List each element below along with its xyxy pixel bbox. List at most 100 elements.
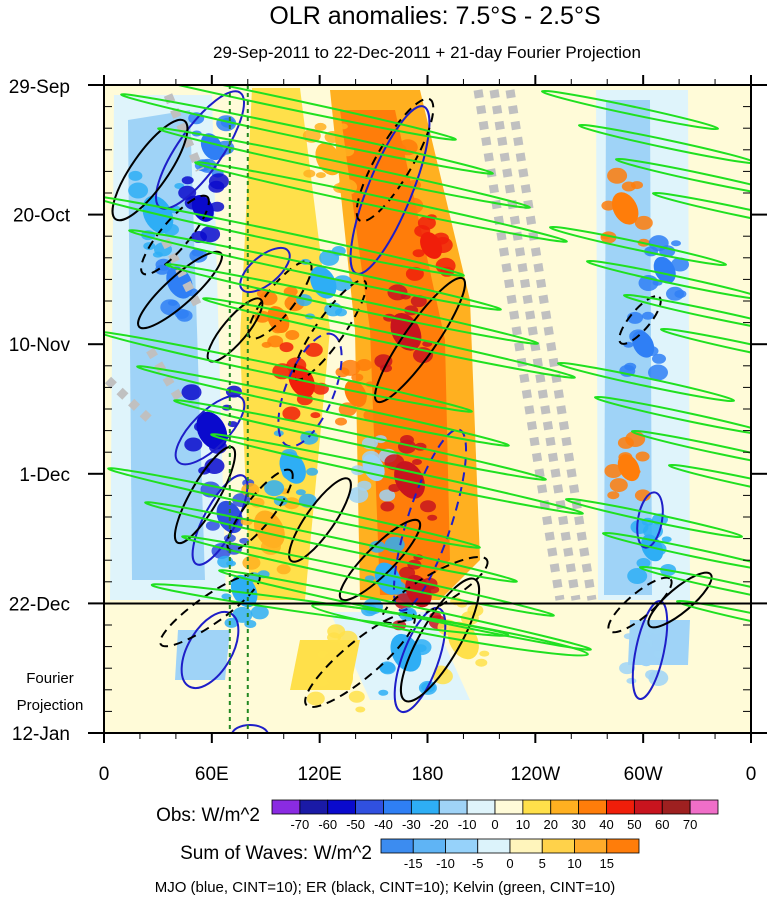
obs-colorbar-swatch [410, 799, 440, 815]
obs-anomaly-cell [303, 169, 316, 178]
obs-anomaly-cell [607, 491, 620, 500]
y-tick-label: 20-Oct [13, 206, 71, 227]
obs-anomaly-cell [208, 173, 229, 190]
obs-colorbar-swatch [383, 799, 412, 815]
obs-anomaly-cell [348, 487, 369, 503]
x-tick-label: 60W [624, 764, 663, 785]
obs-anomaly-cell [128, 170, 143, 181]
er-contour [607, 576, 673, 634]
obs-anomaly-cell [335, 417, 347, 426]
x-tick-label: 120W [511, 764, 561, 785]
obs-anomaly-cell [479, 650, 490, 657]
obs-colorbar-tick-label: 70 [683, 817, 697, 832]
kelvin-contour [104, 85, 457, 141]
obs-anomaly-cell [264, 480, 285, 497]
obs-anomaly-band [600, 167, 653, 247]
obs-anomaly-cell [475, 658, 488, 667]
obs-anomaly-cell [379, 661, 396, 674]
obs-anomaly-cell [337, 179, 358, 196]
obs-anomaly-cell [420, 500, 436, 513]
obs-anomaly-cell [417, 215, 436, 230]
obs-colorbar-swatch [661, 799, 691, 815]
obs-colorbar-swatch [299, 799, 329, 815]
obs-anomaly-cell [623, 633, 634, 640]
obs-anomaly-cell [627, 568, 648, 584]
obs-colorbar-tick-label: -50 [346, 817, 365, 832]
y-tick-label: 1-Dec [19, 465, 70, 486]
kelvin-contour [181, 535, 555, 617]
kelvin-contour [564, 497, 744, 539]
obs-colorbar-tick-label: 60 [655, 817, 669, 832]
waves-colorbar-swatch [574, 838, 608, 854]
waves-colorbar-swatch [380, 838, 414, 854]
er-contour [355, 97, 435, 223]
kelvin-contour [675, 599, 751, 641]
waves-colorbar-label: Sum of Waves: W/m^2 [180, 843, 372, 864]
obs-anomaly-cell [306, 467, 319, 476]
obs-anomaly-cell [285, 330, 300, 340]
obs-anomaly-band [217, 555, 270, 628]
kelvin-contour [585, 259, 751, 301]
y-tick-label: 12-Jan [12, 724, 70, 745]
obs-anomaly-core [617, 454, 640, 482]
obs-anomaly-cell [181, 176, 194, 185]
obs-anomaly-cell [250, 605, 269, 620]
obs-anomaly-cell [176, 309, 193, 322]
kelvin-contour [136, 365, 510, 447]
kelvin-contour [120, 93, 494, 175]
obs-anomaly-band [335, 359, 380, 426]
waves-colorbar-swatch [541, 838, 575, 854]
obs-colorbar-swatch [494, 799, 524, 815]
y-tick-label: 22-Dec [9, 594, 70, 615]
obs-anomaly-cell [239, 537, 250, 544]
kelvin-contour [104, 331, 473, 413]
mjo-contour [231, 724, 269, 733]
obs-anomaly-core [196, 411, 228, 450]
obs-anomaly-cell [626, 677, 637, 684]
obs-anomaly-cell [356, 359, 373, 371]
kelvin-contour [667, 463, 751, 505]
obs-colorbar-tick-label: 10 [516, 817, 530, 832]
obs-colorbar-swatch [438, 799, 468, 815]
kelvin-contour [548, 225, 728, 267]
er-contour [647, 571, 713, 629]
obs-anomaly-cell [226, 560, 236, 567]
obs-colorbar-swatch [606, 799, 635, 815]
y-tick-label: 10-Nov [9, 335, 71, 356]
er-contour [374, 276, 466, 404]
er-contour [173, 445, 237, 545]
obs-colorbar-swatch [522, 799, 552, 815]
obs-colorbar-tick-label: -60 [318, 817, 337, 832]
obs-anomaly-cell [636, 558, 651, 568]
er-contour [399, 577, 481, 703]
obs-anomaly-cell [634, 489, 651, 502]
obs-anomaly-core [390, 633, 422, 672]
obs-anomaly-cell [634, 215, 653, 230]
obs-anomaly-cell [601, 200, 616, 211]
plot-area [104, 85, 751, 733]
obs-anomaly-core [253, 510, 285, 549]
obs-anomaly-cell [261, 341, 272, 348]
waves-colorbar-swatch [477, 838, 511, 854]
kelvin-contour [165, 263, 539, 345]
contour-footnote: MJO (blue, CINT=10); ER (black, CINT=10)… [155, 879, 616, 896]
obs-anomaly-cell [412, 249, 425, 258]
kelvin-contour [601, 531, 751, 573]
waves-colorbar-swatch [445, 838, 479, 854]
x-tick-label: 0 [99, 764, 110, 785]
obs-anomaly-core [230, 574, 258, 608]
obs-anomaly-cell [319, 249, 340, 266]
waves-colorbar: Sum of Waves: W/m^2 -15 -10 -5 0 5 10 15 [180, 838, 640, 871]
obs-anomaly-cell [604, 464, 623, 478]
obs-anomaly-cell [619, 662, 636, 675]
indian-ocean-core [128, 110, 205, 580]
obs-anomaly-cell [224, 617, 239, 628]
obs-anomaly-cell [304, 342, 323, 357]
obs-colorbar-tick-label: 40 [599, 817, 613, 832]
kelvin-contour [651, 191, 751, 233]
obs-anomaly-cell [259, 291, 278, 306]
obs-colorbar-tick-label: -10 [458, 817, 477, 832]
chart-subtitle: 29-Sep-2011 to 22-Dec-2011 + 21-day Four… [213, 43, 641, 62]
obs-colorbar-tick-label: 50 [627, 817, 641, 832]
